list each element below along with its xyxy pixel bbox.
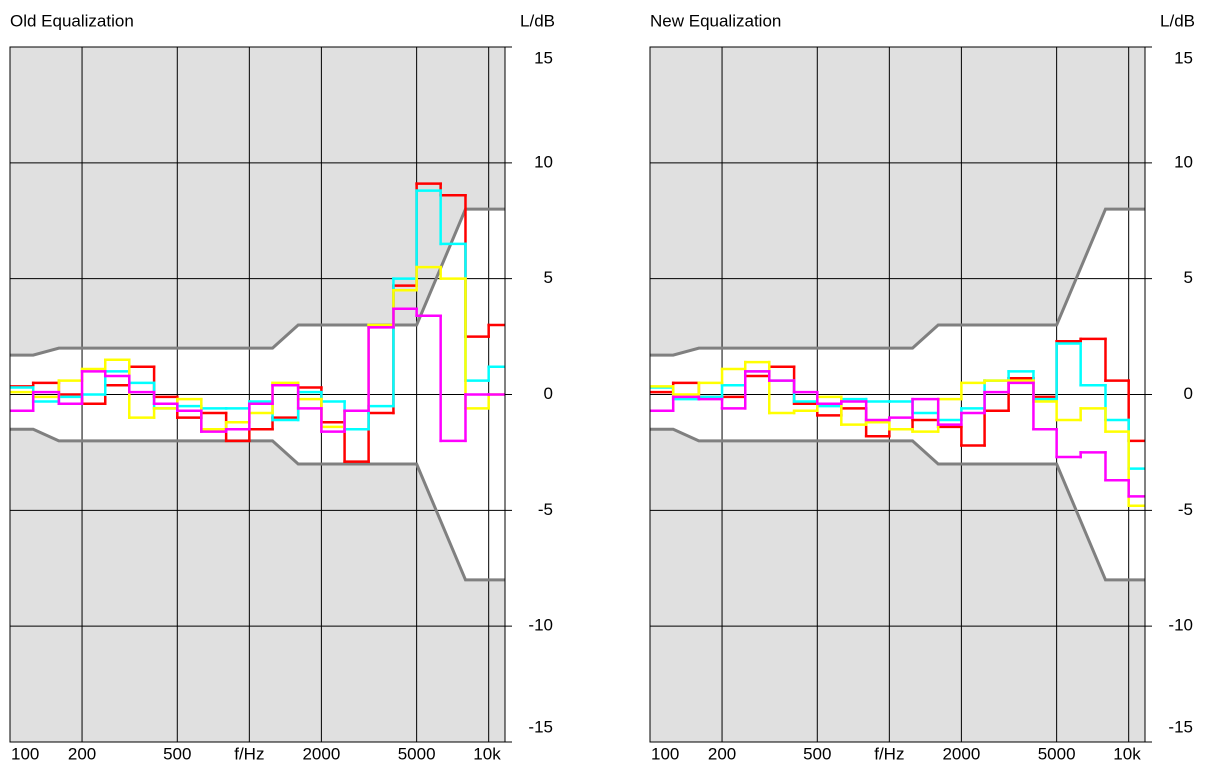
x-tick-label: 5000 <box>398 744 436 763</box>
x-tick-label: f/Hz <box>234 744 264 763</box>
y-tick-label: -15 <box>528 717 553 736</box>
data-series <box>10 307 505 443</box>
tolerance-line <box>10 427 505 582</box>
chart-title: New Equalization <box>650 11 781 30</box>
y-tick-label: -10 <box>528 616 553 635</box>
y-tick-label: 15 <box>534 48 553 67</box>
y-tick-label: 15 <box>1174 48 1193 67</box>
y-tick-label: 5 <box>544 268 553 287</box>
x-tick-label: 5000 <box>1038 744 1076 763</box>
chart-panel: Old Equalization L/dB -15 -10 -5 0 5 10 15 100 200… <box>9 11 555 763</box>
x-tick-label: 500 <box>163 744 191 763</box>
plot-frame <box>9 46 506 743</box>
data-series <box>650 370 1145 498</box>
x-tick-label: 100 <box>11 744 39 763</box>
tolerance-line <box>10 207 505 357</box>
plot-frame <box>649 46 1146 743</box>
x-tick-label: f/Hz <box>874 744 904 763</box>
y-tick-label: -15 <box>1168 717 1193 736</box>
y-tick-label: 10 <box>1174 152 1193 171</box>
x-tick-label: 2000 <box>942 744 980 763</box>
y-tick-label: -5 <box>538 500 553 519</box>
y-tick-label: 10 <box>534 152 553 171</box>
chart-title: Old Equalization <box>10 11 134 30</box>
y-tick-label: -10 <box>1168 616 1193 635</box>
x-tick-label: 10k <box>473 744 501 763</box>
x-tick-label: 100 <box>651 744 679 763</box>
chart-panel: New Equalization L/dB -15 -10 -5 0 5 10 15 100 200… <box>649 11 1195 763</box>
y-tick-label: 0 <box>544 384 553 403</box>
x-tick-label: 2000 <box>302 744 340 763</box>
x-tick-label: 10k <box>1113 744 1141 763</box>
x-tick-label: 200 <box>68 744 96 763</box>
y-axis-label: L/dB <box>1160 11 1195 30</box>
x-tick-label: 200 <box>708 744 736 763</box>
tolerance-line <box>650 207 1145 357</box>
y-tick-label: 5 <box>1184 268 1193 287</box>
y-tick-label: 0 <box>1184 384 1193 403</box>
y-axis-label: L/dB <box>520 11 555 30</box>
y-tick-label: -5 <box>1178 500 1193 519</box>
x-tick-label: 500 <box>803 744 831 763</box>
tolerance-line <box>650 427 1145 582</box>
